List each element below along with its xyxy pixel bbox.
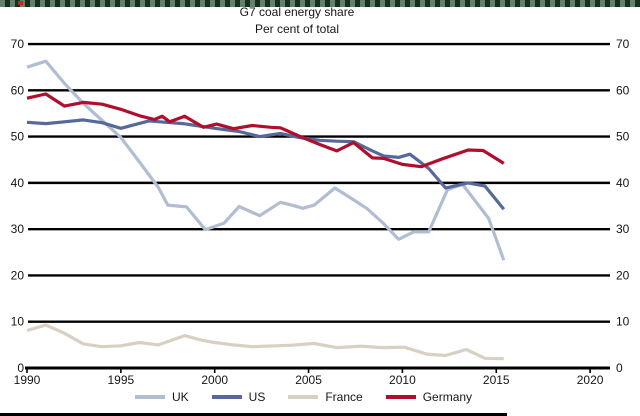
- chart-title: G7 coal energy share: [239, 5, 355, 19]
- legend-swatch-germany: [385, 395, 416, 399]
- top-bar-accent-mark: [18, 1, 23, 5]
- series-line-us: [26, 118, 506, 211]
- y-axis-label-right-20: 20: [616, 268, 630, 282]
- x-tick-label-2010: 2010: [389, 373, 416, 387]
- legend-item-france: France: [288, 390, 363, 404]
- series-line-uk: [26, 59, 506, 261]
- x-tick-label-1990: 1990: [14, 373, 41, 387]
- x-tick-label-2000: 2000: [201, 373, 228, 387]
- window-bottom-bar: [0, 413, 507, 416]
- y-axis-label-right-0: 0: [616, 361, 623, 375]
- legend-swatch-france: [288, 395, 319, 399]
- series-line-germany: [26, 92, 505, 169]
- top-bar-dash-pattern: [0, 0, 640, 7]
- y-axis-label-left-40: 40: [11, 176, 25, 190]
- y-axis-label-right-50: 50: [616, 130, 630, 144]
- x-tick-label-1995: 1995: [107, 373, 134, 387]
- legend-item-us: US: [211, 390, 266, 404]
- chart-legend: UK US France Germany: [135, 390, 472, 404]
- window-top-bar: [0, 0, 640, 7]
- y-axis-label-left-50: 50: [11, 130, 25, 144]
- y-axis-label-left-70: 70: [11, 37, 25, 51]
- y-axis-label-left-20: 20: [11, 268, 25, 282]
- legend-swatch-us: [211, 395, 242, 399]
- x-tick-label-2020: 2020: [577, 373, 604, 387]
- y-axis-label-right-60: 60: [616, 83, 630, 97]
- y-axis-label-right-10: 10: [616, 315, 630, 329]
- legend-item-germany: Germany: [385, 390, 473, 404]
- legend-swatch-uk: [135, 395, 165, 399]
- y-axis-label-right-40: 40: [616, 176, 630, 190]
- y-axis-label-right-30: 30: [616, 222, 630, 236]
- y-axis-label-left-30: 30: [11, 222, 25, 236]
- y-axis-label-left-10: 10: [11, 315, 25, 329]
- x-tick-label-2015: 2015: [483, 373, 510, 387]
- y-axis-label-left-0: 0: [17, 361, 24, 375]
- x-tick-label-2005: 2005: [295, 373, 322, 387]
- legend-item-uk: UK: [135, 390, 189, 404]
- chart-subtitle: Per cent of total: [254, 22, 340, 36]
- legend-label-france: France: [325, 390, 363, 404]
- series-line-france: [26, 323, 504, 361]
- y-axis-label-right-70: 70: [616, 37, 630, 51]
- legend-label-germany: Germany: [422, 390, 473, 404]
- legend-label-us: US: [248, 390, 266, 404]
- legend-label-uk: UK: [172, 390, 189, 404]
- y-axis-label-left-60: 60: [11, 83, 25, 97]
